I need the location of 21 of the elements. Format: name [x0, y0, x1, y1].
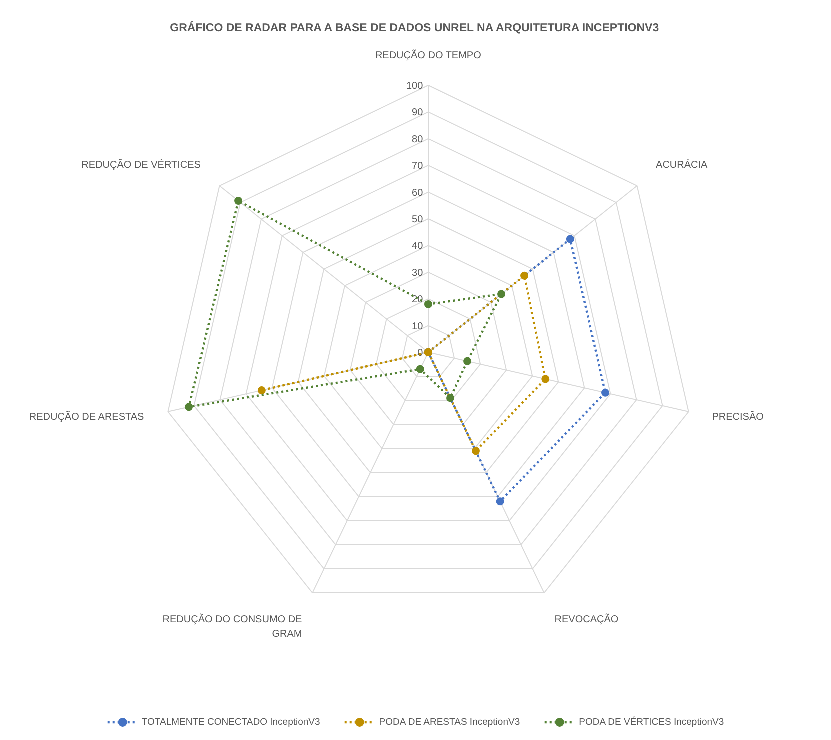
spoke-label: REDUÇÃO DE VÉRTICES — [82, 159, 202, 172]
legend-label: TOTALMENTE CONECTADO InceptionV3 — [142, 716, 320, 728]
y-tick-label: 10 — [412, 321, 424, 332]
y-tick-label: 60 — [412, 188, 424, 199]
y-tick-label: 30 — [412, 268, 424, 279]
legend-label: PODA DE VÉRTICES InceptionV3 — [579, 716, 724, 728]
spoke-label: REVOCAÇÃO — [554, 614, 619, 626]
y-tick-label: 90 — [412, 108, 424, 119]
y-tick-label: 50 — [412, 214, 424, 226]
legend-label: PODA DE ARESTAS InceptionV3 — [379, 716, 520, 728]
y-tick-label: 40 — [412, 241, 424, 252]
chart-title: GRÁFICO DE RADAR PARA A BASE DE DADOS UNREL NA ARQUITETURA INCEPTIONV3 — [170, 20, 660, 34]
y-tick-label: 100 — [406, 81, 424, 92]
spoke-label: REDUÇÃO DO TEMPO — [375, 49, 482, 62]
spoke-label: PRECISÃO — [712, 410, 764, 423]
spoke-label: REDUÇÃO DO CONSUMO DE GRAM — [162, 614, 303, 640]
spoke-label: REDUÇÃO DE ARESTAS — [29, 410, 145, 423]
y-tick-label: 80 — [412, 134, 424, 146]
spoke-label: ACURÁCIA — [656, 159, 708, 172]
y-tick-label: 70 — [412, 161, 424, 172]
y-tick-label: 0 — [418, 348, 424, 359]
